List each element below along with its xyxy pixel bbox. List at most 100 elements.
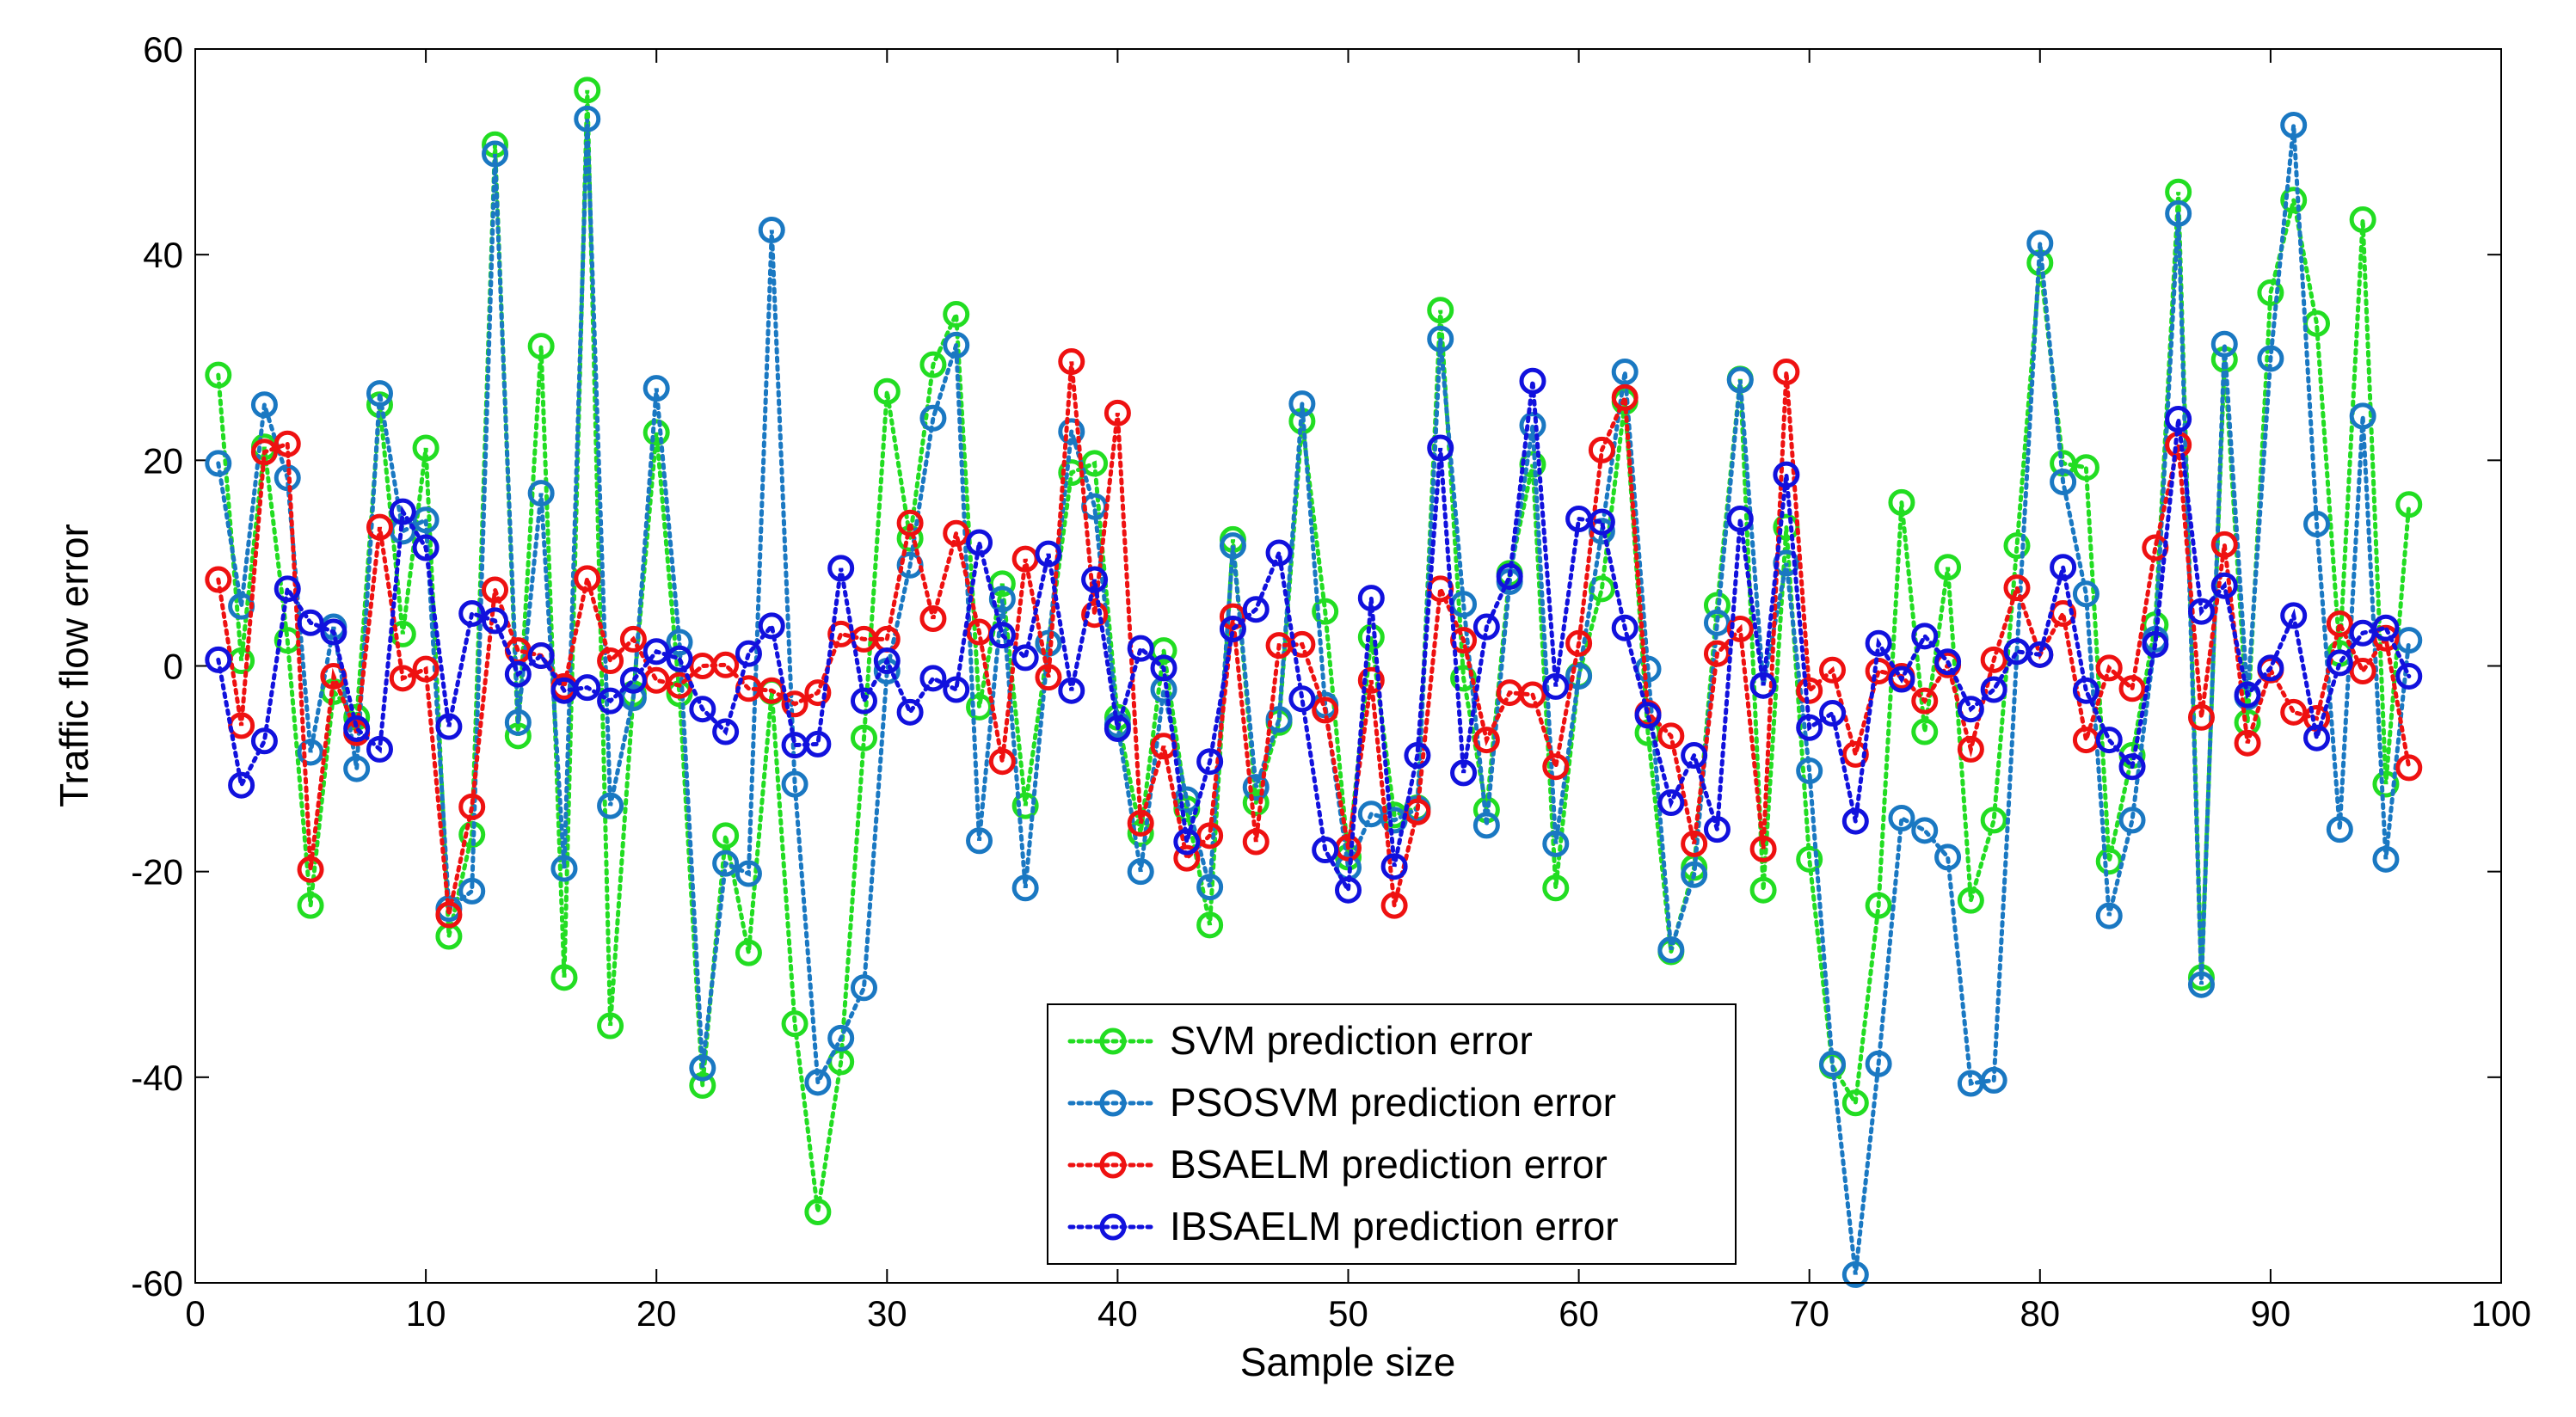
data-point-bsaelm: [896, 509, 924, 537]
data-point-psosvm: [2349, 402, 2376, 430]
data-point-bsaelm: [2210, 531, 2238, 558]
data-point-psosvm: [988, 586, 1016, 613]
data-point-svm: [1796, 845, 1823, 873]
data-point-ibsaelm: [389, 498, 416, 525]
data-point-bsaelm: [2349, 657, 2376, 684]
legend-entry-psosvm: PSOSVM prediction error: [1067, 1080, 1616, 1125]
data-point-psosvm: [781, 770, 808, 798]
data-point-bsaelm: [1588, 436, 1615, 463]
data-point-ibsaelm: [943, 676, 970, 703]
data-point-ibsaelm: [2210, 572, 2238, 599]
data-point-ibsaelm: [527, 642, 555, 670]
data-point-psosvm: [297, 739, 324, 766]
data-point-bsaelm: [2118, 675, 2146, 702]
data-point-psosvm: [1796, 757, 1823, 784]
data-point-psosvm: [1058, 418, 1085, 445]
legend-box: [1047, 1003, 1737, 1265]
data-point-psosvm: [1472, 812, 1500, 839]
data-point-bsaelm: [274, 430, 301, 457]
data-point-bsaelm: [2187, 703, 2215, 731]
data-point-ibsaelm: [320, 618, 347, 646]
legend-label-svm: SVM prediction error: [1170, 1018, 1533, 1063]
data-point-psosvm: [1703, 609, 1731, 636]
data-point-bsaelm: [1681, 830, 1708, 857]
data-point-psosvm: [366, 380, 393, 408]
data-point-svm: [2095, 848, 2123, 875]
data-point-bsaelm: [1819, 656, 1847, 684]
data-point-ibsaelm: [1841, 807, 1869, 835]
y-tick-label: 40: [143, 235, 183, 275]
data-point-ibsaelm: [2395, 662, 2423, 690]
data-point-ibsaelm: [873, 647, 901, 675]
data-point-bsaelm: [1565, 629, 1593, 657]
data-point-bsaelm: [366, 513, 393, 541]
data-point-ibsaelm: [919, 665, 947, 692]
data-point-svm: [1773, 513, 1800, 541]
data-point-ibsaelm: [2142, 630, 2169, 658]
data-point-bsaelm: [1611, 383, 1638, 411]
data-point-ibsaelm: [2095, 727, 2123, 754]
x-tick-label: 10: [406, 1293, 446, 1334]
data-point-ibsaelm: [412, 534, 440, 561]
data-point-psosvm: [2303, 510, 2331, 537]
data-point-ibsaelm: [250, 727, 278, 755]
data-point-bsaelm: [2142, 534, 2169, 561]
data-point-bsaelm: [2280, 698, 2308, 726]
data-point-bsaelm: [597, 647, 624, 675]
data-point-psosvm: [1841, 1261, 1869, 1288]
data-point-psosvm: [943, 331, 970, 359]
x-tick-label: 0: [185, 1293, 205, 1334]
data-point-ibsaelm: [458, 600, 486, 628]
data-point-ibsaelm: [2072, 677, 2100, 704]
legend: SVM prediction error PSOSVM prediction e…: [1047, 1003, 1737, 1265]
data-point-bsaelm: [1242, 828, 1270, 856]
data-point-ibsaelm: [619, 666, 647, 694]
data-point-bsaelm: [1196, 822, 1224, 850]
x-tick-label: 20: [636, 1293, 677, 1334]
plot-frame: [194, 48, 2502, 1284]
data-point-bsaelm: [1288, 630, 1316, 658]
data-point-ibsaelm: [297, 609, 324, 636]
data-point-bsaelm: [1058, 348, 1085, 376]
data-point-ibsaelm: [2303, 724, 2331, 751]
data-point-psosvm: [1380, 807, 1408, 834]
data-point-psosvm: [1242, 774, 1270, 801]
data-point-ibsaelm: [735, 640, 762, 667]
data-point-ibsaelm: [1888, 666, 1915, 693]
data-point-psosvm: [2257, 345, 2284, 372]
data-point-ibsaelm: [1242, 596, 1270, 623]
data-point-ibsaelm: [1265, 539, 1293, 567]
data-point-psosvm: [1681, 861, 1708, 888]
data-point-bsaelm: [435, 901, 463, 929]
series-psosvm: [205, 105, 2423, 1288]
data-point-svm: [2395, 491, 2423, 518]
data-point-bsaelm: [1796, 677, 1823, 704]
data-point-ibsaelm: [1472, 613, 1500, 641]
series-line-ibsaelm: [216, 381, 2412, 898]
data-point-svm: [1312, 598, 1339, 625]
data-point-psosvm: [666, 629, 693, 656]
data-point-ibsaelm: [2372, 614, 2400, 641]
data-point-ibsaelm: [1681, 742, 1708, 770]
data-point-psosvm: [274, 464, 301, 492]
data-point-svm: [574, 77, 601, 104]
data-point-psosvm: [2210, 330, 2238, 358]
data-point-psosvm: [2187, 971, 2215, 998]
data-point-ibsaelm: [1611, 614, 1638, 641]
data-point-ibsaelm: [1404, 742, 1431, 770]
data-point-svm: [735, 939, 762, 966]
data-point-ibsaelm: [1288, 685, 1316, 713]
data-point-bsaelm: [1726, 615, 1754, 642]
data-point-bsaelm: [1519, 681, 1546, 708]
data-point-svm: [1934, 554, 1962, 581]
data-point-psosvm: [850, 974, 877, 1002]
data-point-psosvm: [2095, 902, 2123, 929]
data-point-bsaelm: [297, 856, 324, 883]
data-point-ibsaelm: [1081, 566, 1109, 593]
data-point-bsaelm: [919, 604, 947, 632]
data-point-ibsaelm: [2187, 598, 2215, 625]
data-point-svm: [666, 680, 693, 708]
data-point-svm: [712, 822, 740, 850]
data-point-bsaelm: [781, 690, 808, 718]
data-point-ibsaelm: [1219, 615, 1246, 642]
